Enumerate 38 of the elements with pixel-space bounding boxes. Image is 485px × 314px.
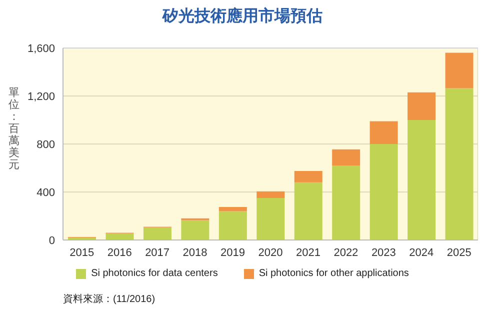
bar (445, 52, 474, 88)
y-tick-label: 0 (48, 234, 55, 247)
y-tick-label: 1,200 (27, 90, 55, 103)
bar (256, 191, 285, 198)
bar (106, 233, 134, 240)
bar (332, 166, 360, 240)
y-tick-label: 800 (36, 138, 55, 151)
y-axis-title: 單位：百萬美元 (8, 86, 20, 171)
bar (445, 88, 474, 240)
bar (181, 220, 210, 240)
bar (370, 144, 398, 240)
x-tick-label: 2018 (182, 246, 208, 259)
bar (408, 92, 436, 120)
bar (370, 121, 398, 144)
bar (294, 171, 322, 182)
legend-label: Si photonics for other applications (258, 268, 409, 279)
x-tick-label: 2021 (296, 246, 320, 259)
x-tick-label: 2022 (334, 246, 358, 259)
x-tick-label: 2017 (145, 246, 170, 259)
source-note: 資料來源：(11/2016) (63, 292, 156, 306)
bar (294, 182, 322, 240)
bar (218, 211, 247, 240)
legend-label: Si photonics for data centers (91, 268, 218, 279)
x-tick-label: 2024 (409, 246, 434, 259)
bar (256, 198, 285, 240)
y-tick-label: 400 (36, 186, 55, 199)
bar (143, 227, 172, 240)
x-tick-label: 2020 (258, 246, 283, 259)
chart-title: 矽光技術應用市場預估 (161, 6, 324, 27)
y-tick-label: 1,600 (27, 42, 55, 55)
x-tick-label: 2025 (446, 246, 472, 259)
x-tick-label: 2023 (371, 246, 396, 259)
x-tick-label: 2015 (70, 246, 94, 259)
bar (332, 149, 360, 166)
bar (408, 120, 436, 240)
x-tick-label: 2016 (107, 246, 132, 259)
x-tick-label: 2019 (220, 246, 246, 259)
bar (218, 207, 247, 212)
